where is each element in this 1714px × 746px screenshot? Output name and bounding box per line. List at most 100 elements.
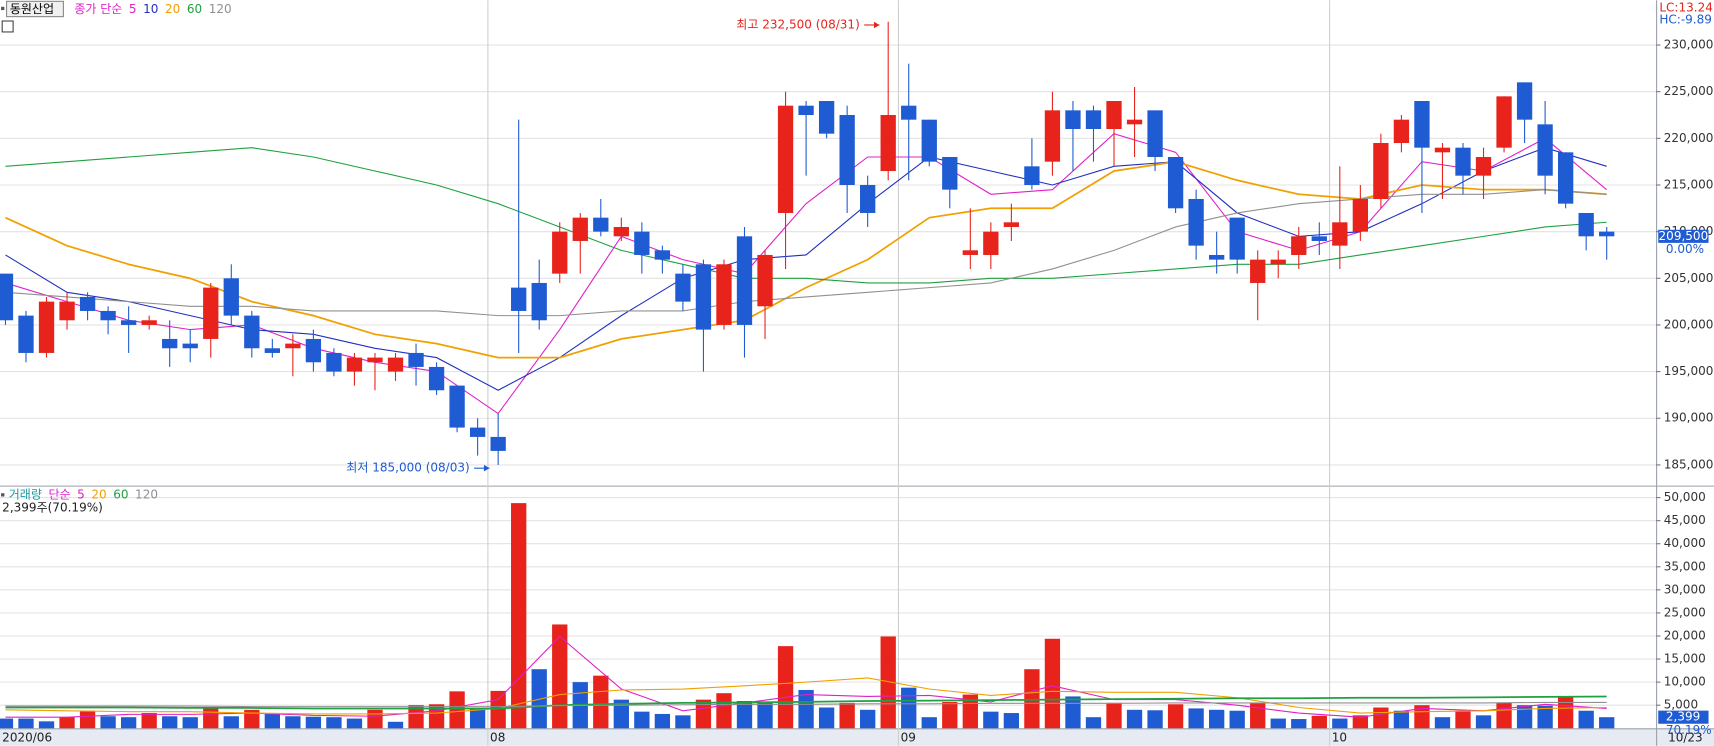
volume-bar bbox=[141, 713, 157, 729]
volume-bar bbox=[1024, 669, 1040, 729]
chart-title: 동원산업 bbox=[10, 2, 54, 16]
candle-body bbox=[223, 278, 239, 316]
volume-bar bbox=[469, 708, 486, 729]
legend-entry: 5 bbox=[77, 487, 85, 501]
last-price: 209,500 bbox=[1659, 229, 1709, 243]
candle-body bbox=[1188, 198, 1204, 246]
volume-bar bbox=[162, 716, 178, 729]
candle-body bbox=[1332, 222, 1348, 246]
volume-bar bbox=[839, 702, 855, 729]
candle-body bbox=[305, 338, 322, 363]
candle-body bbox=[18, 315, 34, 353]
volume-bar bbox=[1352, 715, 1369, 729]
volume-info: 2,399주(70.19%) bbox=[2, 500, 103, 514]
candle-body bbox=[264, 348, 280, 353]
volume-bar bbox=[244, 709, 260, 729]
volume-bar bbox=[203, 707, 219, 729]
y-tick-label: 50,000 bbox=[1664, 490, 1706, 504]
candle-body bbox=[1024, 166, 1040, 185]
candle-body bbox=[1373, 143, 1389, 199]
volume-bar bbox=[1126, 709, 1143, 729]
y-tick-label: 185,000 bbox=[1664, 457, 1714, 471]
candle-body bbox=[1475, 156, 1492, 176]
volume-bar bbox=[921, 717, 937, 729]
candle-body bbox=[777, 105, 794, 213]
y-tick-label: 225,000 bbox=[1664, 84, 1714, 98]
legend-entry: 60 bbox=[113, 487, 128, 501]
legend-entry: 10 bbox=[143, 2, 158, 16]
annotation: 최저 185,000 (08/03) bbox=[346, 461, 469, 475]
candle-body bbox=[1003, 222, 1020, 227]
volume-bar bbox=[223, 716, 239, 729]
candle-body bbox=[839, 115, 855, 185]
volume-bar bbox=[1557, 696, 1574, 729]
candle-body bbox=[798, 105, 814, 116]
candle-body bbox=[942, 156, 958, 190]
last-price-box bbox=[1658, 229, 1709, 243]
candle-body bbox=[593, 217, 609, 232]
candle-body bbox=[511, 287, 527, 311]
volume-bar bbox=[1106, 702, 1122, 729]
candle-body bbox=[79, 296, 96, 311]
candle-body bbox=[1270, 259, 1286, 265]
candle-body bbox=[1167, 156, 1184, 209]
volume-bar bbox=[285, 716, 301, 729]
volume-bar bbox=[1147, 710, 1163, 729]
ratio-label: 70.19% bbox=[1666, 723, 1712, 737]
legend-entry: 20 bbox=[91, 487, 106, 501]
volume-bar bbox=[346, 718, 363, 729]
candle-body bbox=[1291, 236, 1307, 255]
volume-bar bbox=[1311, 715, 1327, 729]
candle-body bbox=[1106, 101, 1122, 130]
candle-body bbox=[1455, 147, 1471, 176]
candle-body bbox=[716, 264, 732, 325]
candle-body bbox=[880, 115, 896, 171]
candle-body bbox=[675, 273, 691, 302]
volume-bar bbox=[1291, 719, 1307, 729]
volume-bar bbox=[387, 721, 404, 729]
candle-body bbox=[1065, 110, 1081, 130]
volume-bar bbox=[264, 713, 280, 729]
candle-body bbox=[1434, 147, 1451, 153]
grid-icon bbox=[1, 20, 14, 33]
volume-bar bbox=[593, 675, 609, 729]
x-tick-label: 10/23 bbox=[1668, 731, 1703, 745]
volume-bar bbox=[1188, 708, 1204, 729]
volume-bar bbox=[0, 718, 14, 729]
volume-bar bbox=[1599, 717, 1615, 729]
y-tick-label: 40,000 bbox=[1664, 536, 1706, 550]
candle-body bbox=[367, 357, 383, 363]
volume-marker bbox=[1, 493, 5, 497]
volume-bar bbox=[552, 624, 568, 729]
legend-entry: 60 bbox=[187, 2, 202, 16]
volume-bar bbox=[818, 707, 835, 729]
volume-bar bbox=[59, 717, 75, 729]
candle-body bbox=[408, 352, 424, 367]
legend-entry: 거래량 bbox=[9, 487, 42, 501]
volume-bar bbox=[942, 701, 958, 729]
lc-label: LC:13.24 bbox=[1659, 0, 1713, 14]
volume-bar bbox=[1393, 710, 1410, 729]
candle-body bbox=[1250, 259, 1266, 283]
y-tick-label: 15,000 bbox=[1664, 652, 1706, 666]
candle-body bbox=[1209, 254, 1225, 260]
volume-bar bbox=[1065, 696, 1081, 729]
candle-body bbox=[634, 231, 650, 255]
last-volume-box bbox=[1658, 710, 1709, 724]
legend-entry: 120 bbox=[135, 487, 158, 501]
title-box bbox=[6, 0, 64, 18]
candle-body bbox=[326, 352, 342, 372]
candle-body bbox=[757, 254, 773, 307]
candle-body bbox=[285, 343, 301, 349]
annotation: 최고 232,500 (08/31) bbox=[736, 17, 859, 31]
volume-bar bbox=[654, 713, 671, 729]
ma-line bbox=[5, 701, 1607, 708]
annotation-arrowhead bbox=[873, 21, 880, 29]
y-tick-label: 195,000 bbox=[1664, 364, 1714, 378]
candle-body bbox=[901, 105, 917, 120]
volume-bar bbox=[860, 709, 876, 729]
candle-body bbox=[695, 264, 712, 330]
x-tick-label: 10 bbox=[1332, 731, 1347, 745]
volume-bar bbox=[305, 716, 322, 729]
